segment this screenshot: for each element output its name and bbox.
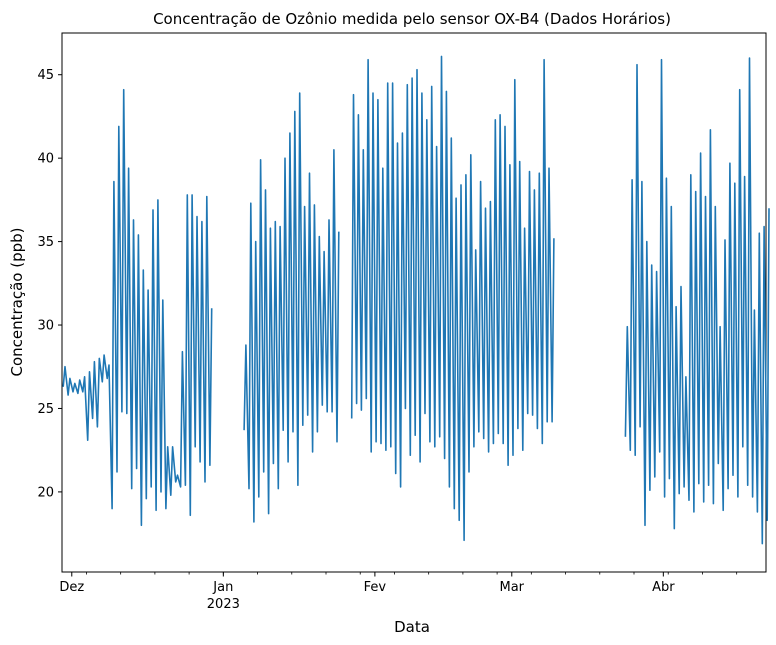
y-tick-label: 30	[37, 319, 54, 334]
series-line-segment-2	[243, 92, 340, 523]
x-tick-year-label: 2023	[207, 597, 240, 612]
x-tick-label: Abr	[652, 580, 675, 595]
x-tick-label: Dez	[59, 580, 84, 595]
series-layer	[62, 55, 770, 545]
y-tick-label: 25	[37, 402, 54, 417]
y-tick-label: 20	[37, 485, 54, 500]
y-tick-label: 35	[37, 235, 54, 250]
series-line-segment-1	[62, 88, 213, 527]
y-tick-label: 40	[37, 152, 54, 167]
x-axis: Dez Jan 2023 Fev Mar Abr	[59, 572, 738, 612]
y-axis: 20 25 30 35 40 45	[37, 68, 62, 500]
y-axis-label: Concentração (ppb)	[8, 227, 26, 376]
x-tick-label: Mar	[500, 580, 525, 595]
x-axis-label: Data	[394, 618, 430, 636]
plot-area	[61, 32, 767, 573]
chart-title: Concentração de Ozônio medida pelo senso…	[153, 10, 671, 28]
series-line-segment-4	[624, 57, 770, 545]
series-line-segment-3	[350, 55, 555, 542]
x-tick-label: Jan	[212, 580, 233, 595]
y-tick-label: 45	[37, 68, 54, 83]
plot-frame	[61, 32, 767, 573]
x-tick-label: Fev	[364, 580, 387, 595]
